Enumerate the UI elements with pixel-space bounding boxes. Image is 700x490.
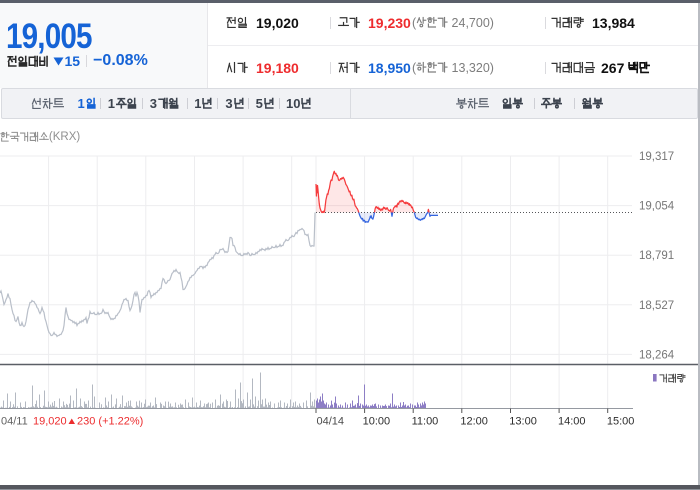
svg-text:18,264: 18,264 <box>639 349 675 361</box>
svg-text:19,020: 19,020 <box>33 416 67 428</box>
svg-text:15:00: 15:00 <box>607 416 635 428</box>
svg-text:04/14: 04/14 <box>317 416 345 428</box>
svg-text:12:00: 12:00 <box>460 416 488 428</box>
svg-text:18,527: 18,527 <box>639 300 674 312</box>
svg-text:10:00: 10:00 <box>363 416 391 428</box>
svg-text:04/11: 04/11 <box>1 416 28 428</box>
svg-text:19,054: 19,054 <box>639 201 675 213</box>
svg-text:19,317: 19,317 <box>639 151 674 163</box>
svg-text:18,791: 18,791 <box>639 250 674 262</box>
svg-text:230 (+1.22%): 230 (+1.22%) <box>77 416 143 428</box>
svg-text:14:00: 14:00 <box>558 416 586 428</box>
svg-text:13:00: 13:00 <box>509 416 537 428</box>
svg-text:11:00: 11:00 <box>412 416 439 428</box>
